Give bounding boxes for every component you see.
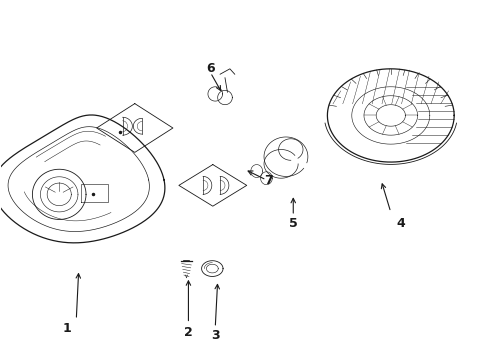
Text: 2: 2	[183, 326, 192, 339]
Text: 1: 1	[62, 322, 71, 335]
Text: 4: 4	[395, 216, 404, 230]
Text: 3: 3	[210, 329, 219, 342]
Text: 6: 6	[205, 62, 214, 75]
Text: 5: 5	[288, 216, 297, 230]
Text: 7: 7	[264, 174, 273, 186]
